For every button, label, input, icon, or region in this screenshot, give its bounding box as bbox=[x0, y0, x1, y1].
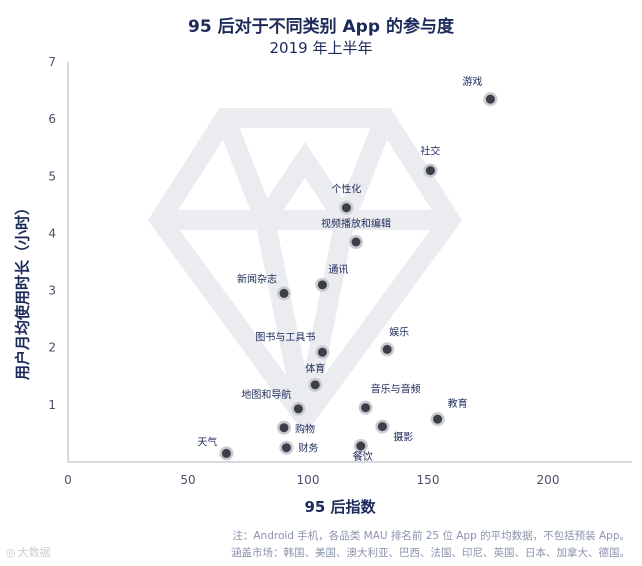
data-point-label: 购物 bbox=[295, 423, 315, 436]
watermark-icon: ◎ bbox=[6, 545, 16, 559]
y-tick-label: 7 bbox=[48, 55, 56, 69]
y-tick-label: 6 bbox=[48, 112, 56, 126]
y-tick-label: 5 bbox=[48, 169, 56, 183]
watermark-logo: ◎ 大数据 bbox=[6, 544, 51, 560]
data-point-label: 新闻杂志 bbox=[237, 272, 277, 285]
chart-title: 95 后对于不同类别 App 的参与度 bbox=[188, 17, 454, 37]
data-point bbox=[353, 439, 368, 453]
data-point-label: 餐饮 bbox=[353, 450, 373, 463]
x-tick-label: 200 bbox=[537, 473, 560, 487]
y-axis-label: 用户月均使用时长（小时） bbox=[13, 199, 32, 381]
data-point-label: 通讯 bbox=[328, 264, 348, 276]
data-point-label: 地图和导航 bbox=[241, 388, 291, 401]
data-point-label: 社交 bbox=[420, 145, 440, 158]
watermark-text: 大数据 bbox=[17, 546, 51, 559]
data-point bbox=[279, 440, 294, 455]
data-point bbox=[291, 401, 306, 416]
data-point bbox=[219, 446, 234, 461]
data-point bbox=[380, 342, 395, 357]
data-point bbox=[349, 235, 363, 249]
x-tick-label: 150 bbox=[417, 473, 440, 487]
data-point-label: 图书与工具书 bbox=[255, 331, 315, 343]
y-tick-label: 2 bbox=[48, 341, 56, 355]
footnote-line-1: 注：Android 手机，各品类 MAU 排名前 25 位 App 的平均数据，… bbox=[232, 530, 630, 542]
x-tick-label: 50 bbox=[180, 473, 195, 487]
diamond-watermark-icon bbox=[147, 108, 463, 435]
data-point bbox=[358, 400, 373, 415]
y-tick-label: 4 bbox=[48, 226, 56, 240]
data-point bbox=[277, 286, 291, 301]
data-point bbox=[430, 412, 445, 427]
data-point bbox=[423, 163, 438, 178]
y-tick-label: 3 bbox=[48, 284, 56, 298]
data-point-label: 个性化 bbox=[331, 183, 361, 196]
data-point-label: 教育 bbox=[448, 397, 468, 410]
data-point bbox=[308, 377, 323, 392]
y-tick-label: 1 bbox=[48, 398, 56, 412]
footnote-line-2: 涵盖市场：韩国、美国、澳大利亚、巴西、法国、印尼、英国、日本、加拿大、德国。 bbox=[231, 547, 630, 559]
data-point-label: 摄影 bbox=[393, 431, 413, 444]
data-point-label: 音乐与音频 bbox=[371, 383, 421, 396]
data-point-label: 游戏 bbox=[462, 75, 482, 88]
data-point bbox=[277, 420, 291, 435]
data-point-label: 娱乐 bbox=[389, 325, 409, 338]
x-axis-label: 95 后指数 bbox=[304, 498, 376, 516]
x-tick-label: 100 bbox=[297, 473, 320, 487]
data-point-label: 财务 bbox=[298, 442, 318, 455]
data-point-label: 体育 bbox=[305, 362, 325, 375]
data-point-label: 视频播放和编辑 bbox=[321, 217, 391, 230]
data-point bbox=[483, 92, 498, 107]
data-point bbox=[315, 277, 330, 292]
x-tick-label: 0 bbox=[64, 473, 72, 487]
chart-subtitle: 2019 年上半年 bbox=[269, 39, 373, 57]
data-point-label: 天气 bbox=[197, 435, 217, 448]
data-point bbox=[315, 345, 330, 360]
data-point bbox=[375, 419, 390, 434]
data-point bbox=[339, 200, 354, 215]
